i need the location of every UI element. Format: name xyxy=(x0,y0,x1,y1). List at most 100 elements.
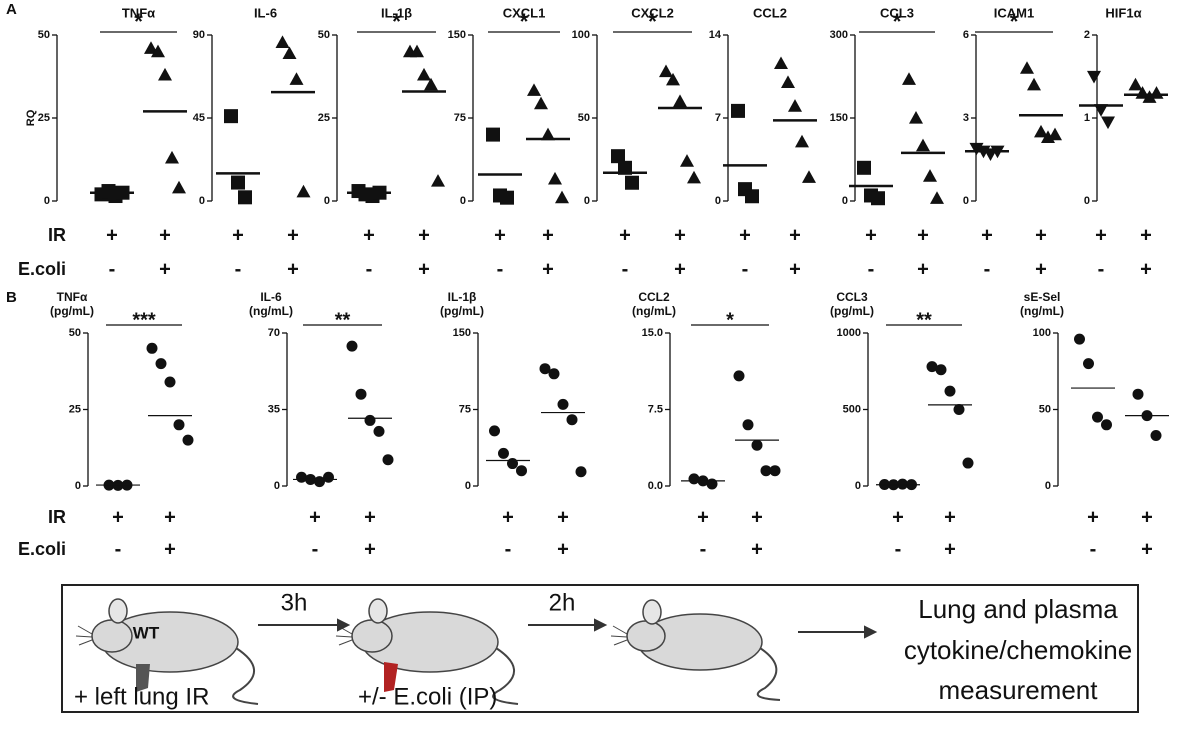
data-point xyxy=(224,109,238,124)
y-tick-label: 50 xyxy=(318,29,330,41)
y-tick-label: 35 xyxy=(268,403,280,415)
data-point xyxy=(1149,86,1164,99)
significance-label: * xyxy=(726,309,734,331)
y-tick-label: 75 xyxy=(454,112,466,124)
y-tick-label: 0 xyxy=(715,195,721,207)
y-tick-label: 0 xyxy=(584,195,590,207)
condition-label: + xyxy=(1035,224,1047,246)
row-label: E.coli xyxy=(18,539,66,559)
condition-label: - xyxy=(312,538,319,560)
data-point xyxy=(706,478,718,490)
chart-title: IL-1β xyxy=(448,290,477,304)
chart-title: TNFα xyxy=(57,290,88,304)
data-point xyxy=(871,191,885,206)
data-point xyxy=(275,35,290,48)
chart-title: CXCL2 xyxy=(631,5,674,20)
y-tick-label: 7.5 xyxy=(648,403,663,415)
condition-label: - xyxy=(1090,538,1097,560)
y-tick-label: 0 xyxy=(1084,195,1090,207)
chart-title: CXCL1 xyxy=(503,5,546,20)
unit-label: (ng/mL) xyxy=(1020,304,1064,318)
data-point xyxy=(548,368,560,380)
condition-label: + xyxy=(494,224,506,246)
data-point xyxy=(534,96,548,110)
y-tick-label: 0.0 xyxy=(648,480,663,492)
condition-label: + xyxy=(751,538,763,560)
data-point xyxy=(486,127,500,142)
data-point xyxy=(788,99,802,112)
chart-title: HIF1α xyxy=(1105,5,1141,20)
condition-label: + xyxy=(674,258,686,280)
step-label: +/- E.coli (IP) xyxy=(358,683,497,710)
condition-label: + xyxy=(1141,538,1153,560)
unit-label: (pg/mL) xyxy=(830,304,874,318)
condition-label: + xyxy=(1141,506,1153,528)
condition-label: + xyxy=(917,224,929,246)
condition-label: + xyxy=(739,224,751,246)
significance-label: *** xyxy=(132,309,156,331)
condition-label: + xyxy=(789,224,801,246)
chart-title: CCL3 xyxy=(880,5,914,20)
data-point xyxy=(1092,411,1103,423)
condition-label: + xyxy=(287,224,299,246)
data-point xyxy=(382,454,394,466)
condition-label: + xyxy=(674,224,686,246)
y-tick-label: 14 xyxy=(709,29,722,41)
data-point xyxy=(151,44,165,58)
y-tick-label: 50 xyxy=(1039,403,1051,415)
condition-label: + xyxy=(418,258,430,280)
condition-label: + xyxy=(164,506,176,528)
condition-label: + xyxy=(892,506,904,528)
data-point xyxy=(238,190,252,205)
data-point xyxy=(566,414,578,426)
condition-label: + xyxy=(1095,224,1107,246)
data-point xyxy=(231,175,245,190)
data-point xyxy=(527,83,541,96)
condition-label: - xyxy=(622,258,629,280)
data-point xyxy=(557,398,569,410)
strain-label: WT xyxy=(133,623,160,642)
data-point xyxy=(897,478,908,490)
data-point xyxy=(774,56,788,70)
data-point xyxy=(1074,333,1085,345)
data-point xyxy=(795,134,809,148)
condition-label: - xyxy=(700,538,707,560)
condition-label: - xyxy=(1098,258,1105,280)
condition-label: - xyxy=(984,258,991,280)
y-tick-label: 0 xyxy=(460,195,466,207)
condition-label: + xyxy=(363,224,375,246)
condition-label: + xyxy=(1035,258,1047,280)
condition-label: - xyxy=(235,258,242,280)
y-axis-label: RQ xyxy=(25,109,37,126)
condition-label: - xyxy=(868,258,875,280)
data-point xyxy=(760,465,772,477)
unit-label: (pg/mL) xyxy=(440,304,484,318)
significance-label: * xyxy=(520,9,529,34)
data-point xyxy=(1020,61,1034,74)
data-point xyxy=(742,419,754,431)
data-point xyxy=(733,370,745,382)
data-point xyxy=(173,419,185,431)
condition-label: + xyxy=(557,506,569,528)
data-point xyxy=(953,404,965,415)
data-point xyxy=(902,72,916,85)
condition-label: + xyxy=(944,506,956,528)
condition-label: + xyxy=(159,258,171,280)
time-label: 2h xyxy=(549,589,576,616)
outcome-label: Lung and plasma xyxy=(918,594,1118,624)
chart-title: IL-1β xyxy=(381,5,412,20)
y-tick-label: 3 xyxy=(963,112,969,124)
condition-label: + xyxy=(1087,506,1099,528)
data-point xyxy=(144,41,158,54)
time-label: 3h xyxy=(281,589,308,616)
y-tick-label: 500 xyxy=(843,403,861,415)
condition-label: + xyxy=(619,224,631,246)
data-point xyxy=(507,458,518,470)
data-point xyxy=(165,150,179,164)
y-tick-label: 0 xyxy=(1045,480,1051,492)
y-tick-label: 70 xyxy=(268,327,280,339)
condition-label: + xyxy=(232,224,244,246)
condition-label: + xyxy=(287,258,299,280)
condition-label: - xyxy=(115,538,122,560)
